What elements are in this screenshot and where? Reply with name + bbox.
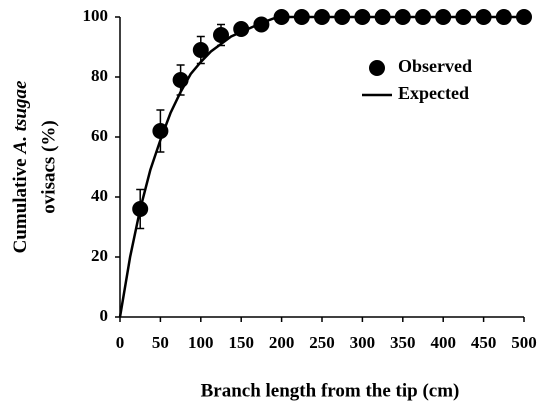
y-axis-label: Cumulative A. tsugae <box>10 80 31 253</box>
x-tick-label: 400 <box>430 333 456 352</box>
observed-point <box>253 16 270 33</box>
observed-point <box>495 9 512 25</box>
observed-point <box>152 123 169 139</box>
y-label-part: Cumulative <box>10 158 31 253</box>
y-tick-label: 0 <box>100 306 109 325</box>
observed-point <box>516 9 532 25</box>
y-tick-label: 20 <box>91 246 108 265</box>
observed-point <box>435 9 452 25</box>
observed-point <box>233 21 250 37</box>
observed-point <box>192 42 209 58</box>
observed-point <box>394 9 411 25</box>
legend-marker <box>369 60 385 76</box>
observed-point <box>334 9 351 25</box>
observed-point <box>455 9 472 25</box>
y-tick-label: 60 <box>91 126 108 145</box>
y-tick-label: 100 <box>83 6 109 25</box>
x-tick-label: 200 <box>269 333 295 352</box>
observed-point <box>374 9 391 25</box>
x-tick-label: 100 <box>188 333 214 352</box>
observed-point <box>213 27 229 43</box>
y-label-part: A. tsugae <box>10 80 31 154</box>
y-tick-label: 80 <box>91 66 108 85</box>
legend-label: Observed <box>398 56 472 76</box>
x-axis-label: Branch length from the tip (cm) <box>201 380 460 401</box>
x-tick-label: 500 <box>511 333 537 352</box>
x-tick-label: 50 <box>152 333 169 352</box>
observed-point <box>293 9 310 25</box>
x-tick-label: 300 <box>350 333 376 352</box>
legend-label: Expected <box>398 83 469 103</box>
observed-point <box>415 9 431 25</box>
observed-point <box>314 9 330 25</box>
observed-point <box>273 9 290 25</box>
x-tick-label: 250 <box>309 333 335 352</box>
observed-point <box>132 201 149 217</box>
x-tick-label: 150 <box>228 333 254 352</box>
observed-point <box>475 9 492 25</box>
y-tick-label: 40 <box>91 186 108 205</box>
observed-point <box>354 9 371 25</box>
observed-point <box>172 72 189 88</box>
x-tick-label: 350 <box>390 333 416 352</box>
x-tick-label: 450 <box>471 333 497 352</box>
y-axis-label: ovisacs (%) <box>38 120 59 213</box>
x-tick-label: 0 <box>116 333 125 352</box>
